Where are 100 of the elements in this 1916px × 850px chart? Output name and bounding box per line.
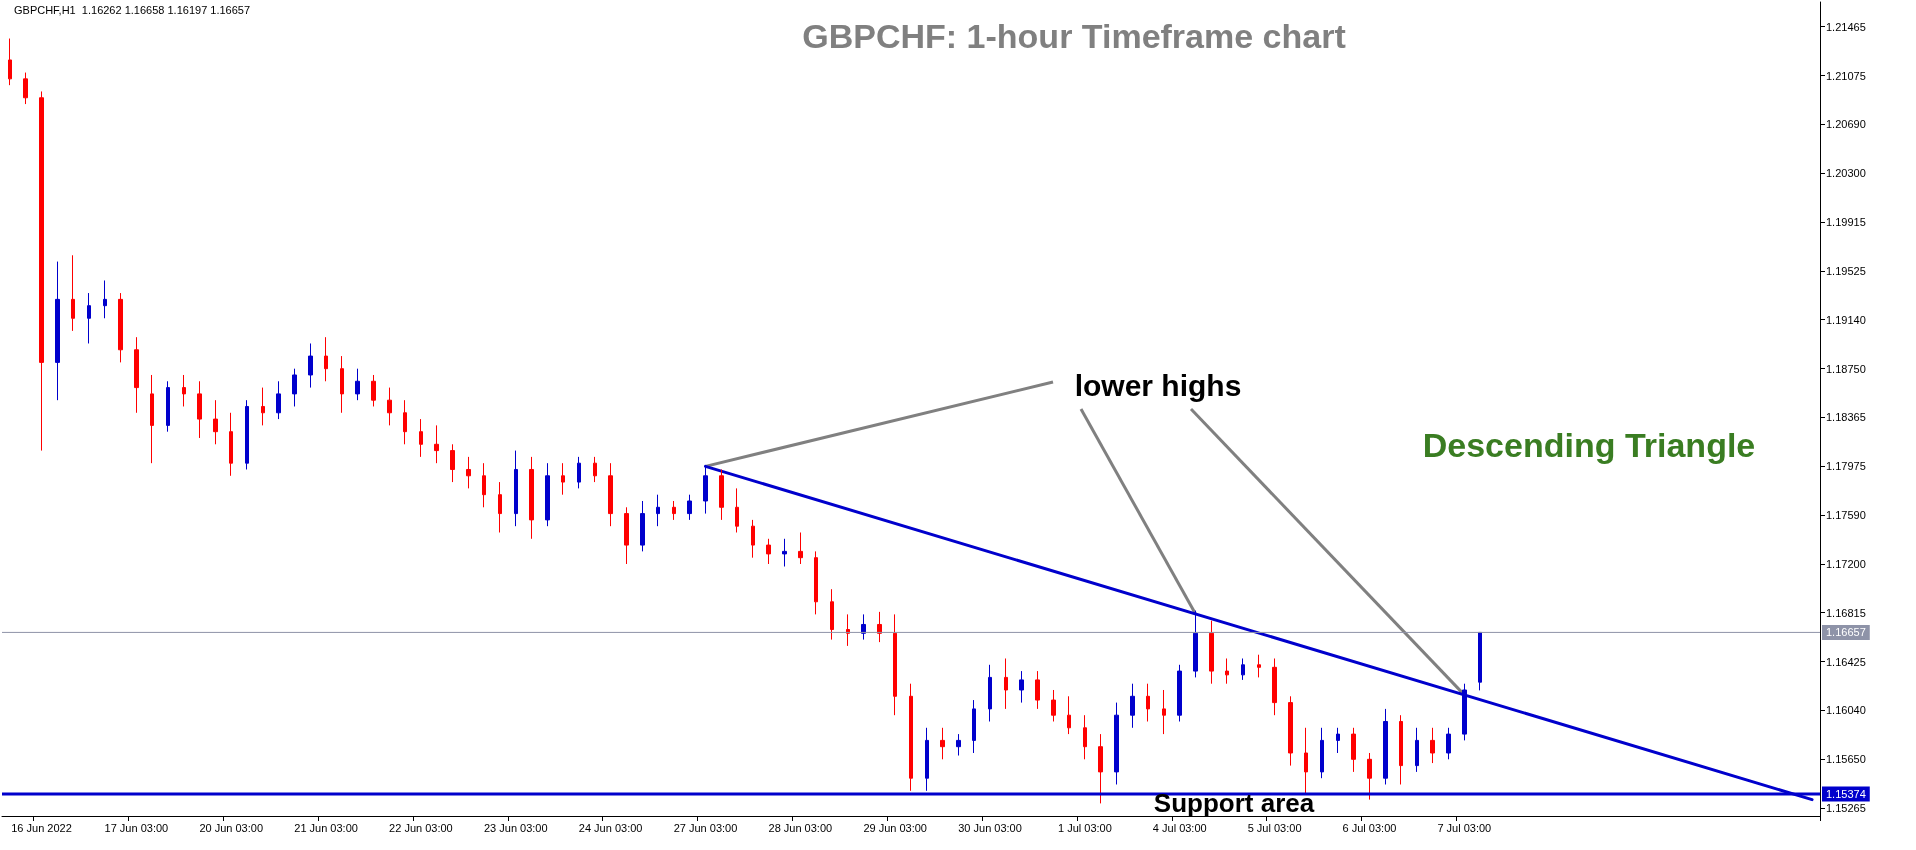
candlestick: [861, 613, 866, 641]
x-tick-label: 22 Jun 03:00: [389, 821, 453, 834]
annotation: Descending Triangle: [1422, 426, 1756, 464]
candlestick: [1272, 657, 1277, 716]
candlestick: [1130, 683, 1135, 729]
candlestick: [1019, 670, 1024, 704]
candlestick: [1415, 727, 1419, 773]
y-tick-label: 1.19140: [1826, 313, 1866, 326]
candlestick: [324, 336, 328, 382]
y-tick-label: 1.15265: [1826, 801, 1866, 814]
annotation: Support area: [1153, 788, 1315, 818]
candlestick: [340, 355, 344, 414]
candlestick: [213, 399, 218, 445]
x-tick-label: 30 Jun 03:00: [958, 821, 1022, 834]
candlestick: [103, 279, 107, 319]
candlestick: [292, 368, 297, 407]
candlestick: [134, 336, 139, 414]
candlestick: [39, 90, 44, 452]
candlestick: [1351, 727, 1356, 773]
candlestick: [877, 611, 882, 643]
x-tick-label: 21 Jun 03:00: [294, 821, 358, 834]
y-tick-label: 1.17590: [1826, 508, 1866, 521]
ref-line-label: 1.16657: [1826, 626, 1866, 639]
candlestick: [1114, 702, 1119, 785]
candlestick: [1193, 610, 1198, 678]
candlestick: [1083, 714, 1087, 760]
candlestick: [371, 374, 376, 407]
candlestick: [1067, 695, 1071, 735]
candlestick: [577, 456, 581, 489]
x-tick-label: 29 Jun 03:00: [863, 821, 927, 834]
candlestick: [1430, 727, 1435, 764]
y-tick-label: 1.17200: [1826, 557, 1866, 570]
candlestick: [1399, 714, 1403, 785]
candlestick: [925, 727, 929, 792]
candlestick: [182, 374, 186, 407]
candlestick: [245, 399, 249, 470]
x-tick-label: 7 Jul 03:00: [1437, 821, 1492, 834]
candlestick: [1035, 670, 1040, 710]
x-tick-label: 6 Jul 03:00: [1342, 821, 1397, 834]
y-tick-label: 1.16425: [1826, 655, 1866, 668]
candlestick: [1446, 727, 1451, 760]
candlestick: [403, 399, 407, 445]
candlestick: [1462, 683, 1467, 741]
candlestick: [814, 550, 818, 615]
candlestick: [118, 292, 123, 363]
candlestick: [972, 699, 976, 754]
candlestick: [197, 380, 202, 439]
candlestick: [830, 588, 834, 641]
candlestick: [687, 494, 692, 521]
candlestick: [1177, 664, 1182, 722]
x-tick-label: 4 Jul 03:00: [1152, 821, 1207, 834]
annotation: GBPCHF,H1 1.16262 1.16658 1.16197 1.16657: [14, 3, 251, 16]
candlestick: [1257, 654, 1261, 678]
candlestick: [419, 418, 423, 458]
candlestick: [514, 450, 518, 527]
candlestick: [8, 38, 12, 86]
candlestick: [751, 519, 755, 559]
candlestick: [1209, 620, 1214, 685]
y-tick-label: 1.19915: [1826, 215, 1866, 228]
x-tick-label: 24 Jun 03:00: [578, 821, 643, 834]
candlestick: [656, 494, 660, 527]
candlestick: [55, 261, 60, 401]
candlestick: [1367, 752, 1372, 801]
y-tick-label: 1.20690: [1826, 118, 1866, 131]
candlestick: [766, 538, 771, 565]
candlestick: [846, 613, 850, 647]
candlestick: [498, 481, 502, 533]
candlestick: [166, 380, 170, 433]
candlestick: [1304, 727, 1308, 794]
candlestick: [545, 462, 550, 527]
candlestick: [71, 254, 75, 332]
candlestick: [893, 613, 897, 716]
candlestick: [308, 342, 313, 389]
y-tick-label: 1.16815: [1826, 606, 1866, 619]
x-tick-label: 23 Jun 03:00: [483, 821, 548, 834]
x-tick-label: 28 Jun 03:00: [768, 821, 833, 834]
x-tick-label: 17 Jun 03:00: [104, 821, 169, 834]
candlestick: [1241, 657, 1245, 681]
candlestick: [450, 443, 455, 483]
annotation: lower highs: [1074, 368, 1242, 402]
x-tick-label: 1 Jul 03:00: [1057, 821, 1112, 834]
candlestick: [529, 456, 534, 540]
y-tick-label: 1.17975: [1826, 460, 1866, 473]
candlestick: [988, 664, 992, 722]
candlestick: [798, 531, 803, 565]
candlestick: [261, 387, 265, 426]
y-tick-label: 1.16040: [1826, 704, 1866, 717]
y-tick-label: 1.21075: [1826, 69, 1866, 82]
candlestick: [940, 727, 945, 760]
candlestick: [87, 292, 91, 344]
candlestick: [1051, 689, 1056, 722]
x-tick-label: 5 Jul 03:00: [1247, 821, 1302, 834]
candlestick: [782, 538, 787, 568]
candlestick: [1478, 631, 1482, 691]
candlestick: [561, 462, 565, 496]
chart-title: GBPCHF: 1-hour Timeframe chart: [802, 17, 1346, 55]
candlestick: [608, 462, 613, 527]
y-tick-label: 1.15650: [1826, 753, 1866, 766]
y-tick-label: 1.20300: [1826, 167, 1866, 180]
candlestick: [229, 412, 233, 477]
